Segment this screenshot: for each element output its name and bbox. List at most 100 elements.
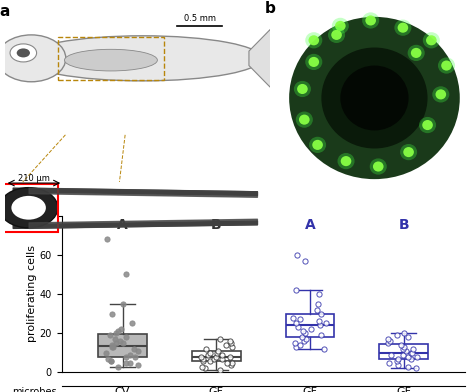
Circle shape [365,15,376,25]
Circle shape [10,44,36,62]
Circle shape [362,13,379,29]
Circle shape [438,58,455,74]
Text: A: A [117,218,128,232]
Point [299,328,306,334]
Circle shape [312,140,323,150]
Point [400,346,407,352]
Point [197,354,204,360]
Text: A: A [304,218,315,232]
Point [292,320,300,327]
Circle shape [331,30,342,40]
Point [313,307,321,313]
Text: GF: GF [302,387,318,392]
Point [216,336,223,342]
Point [394,361,401,368]
Circle shape [17,49,30,58]
Point [404,363,411,370]
Circle shape [299,114,310,125]
Text: B: B [211,218,221,232]
Point [198,363,205,370]
PathPatch shape [98,334,147,357]
Point [412,365,419,372]
Point [107,332,114,338]
Circle shape [398,23,408,33]
Text: c: c [9,203,18,218]
Circle shape [423,32,440,49]
Circle shape [297,84,308,94]
Point [397,342,405,348]
Point [206,358,213,364]
Circle shape [411,48,421,58]
Point [108,342,116,348]
Bar [2,184,58,232]
Circle shape [441,60,452,71]
Point [393,358,401,364]
Point [308,326,315,332]
Point [122,271,129,278]
Point [296,342,303,348]
Point [394,356,401,362]
Circle shape [309,57,319,67]
Point [300,338,308,344]
Point [228,361,235,368]
PathPatch shape [379,345,428,359]
Ellipse shape [64,49,157,71]
Ellipse shape [23,36,262,81]
Point [408,356,415,362]
Point [216,367,224,374]
Point [409,350,416,356]
Point [292,344,300,350]
Circle shape [294,81,311,97]
Point [122,359,130,366]
Circle shape [289,17,460,179]
Y-axis label: proliferating cells: proliferating cells [27,245,37,343]
Point [228,359,236,366]
Text: CV: CV [115,387,130,392]
Point [109,344,117,350]
Circle shape [305,54,322,70]
Point [301,330,309,336]
Circle shape [373,162,383,172]
Point [119,301,127,307]
Point [302,336,310,342]
Point [117,338,124,344]
Point [128,320,136,327]
Text: 0.5 mm: 0.5 mm [184,14,216,23]
Circle shape [341,156,351,166]
Circle shape [305,32,322,49]
Point [409,346,417,352]
Point [387,338,394,344]
Circle shape [328,27,345,43]
Point [393,332,401,338]
Point [291,340,298,346]
Point [115,363,122,370]
Point [201,365,209,372]
Point [126,352,133,358]
Circle shape [0,35,66,82]
Point [103,236,111,242]
Text: GF: GF [396,387,411,392]
Point [127,359,134,366]
Point [387,352,394,358]
Point [401,344,408,350]
Point [413,354,420,360]
Point [202,346,210,352]
Circle shape [11,196,46,220]
Point [204,352,212,358]
Point [222,342,229,348]
Text: B: B [398,218,409,232]
Point [402,348,410,354]
Point [316,322,324,328]
Point [299,334,306,340]
Point [320,346,328,352]
Circle shape [340,65,409,131]
Point [210,356,218,362]
Circle shape [0,188,58,228]
Point [117,326,125,332]
Text: b: b [264,1,275,16]
Text: 210 μm: 210 μm [18,174,50,183]
Point [114,328,122,334]
Point [122,334,130,340]
Point [294,324,301,330]
Point [384,340,392,346]
